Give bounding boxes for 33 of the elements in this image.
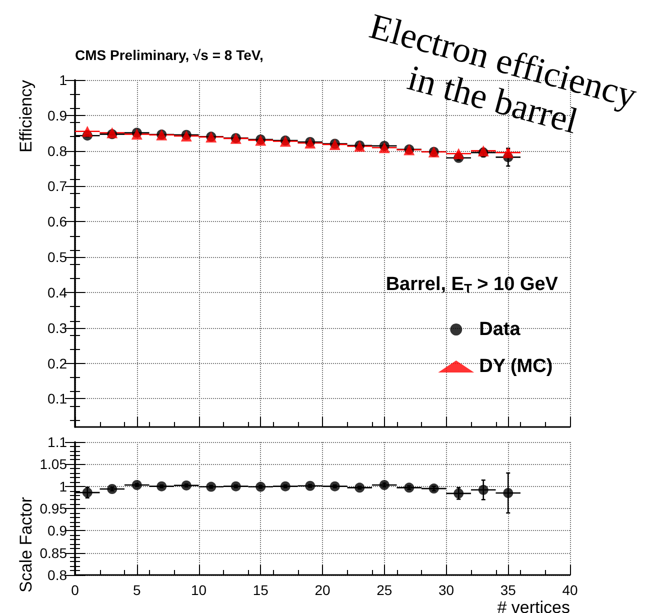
- y-tick-label: 1.05: [40, 456, 68, 472]
- chart-title: CMS Preliminary, √s = 8 TeV,: [75, 47, 264, 63]
- y-tick-label: 0.4: [48, 284, 68, 300]
- y-tick-label: 0.2: [48, 355, 68, 372]
- y-tick-label: 1: [59, 72, 68, 88]
- y-tick-label: 0.85: [40, 544, 68, 561]
- x-tick-label: 35: [500, 582, 516, 598]
- y-axis-title: Scale Factor: [16, 496, 36, 592]
- y-tick-label: 0.8: [48, 567, 68, 583]
- y-tick-label: 0.95: [40, 500, 68, 516]
- y-tick-label: 0.6: [48, 214, 68, 230]
- x-tick-label: 40: [562, 582, 578, 598]
- y-tick-label: 0.5: [48, 249, 68, 266]
- y-tick-label: 0.1: [48, 390, 68, 407]
- x-tick-label: 10: [190, 582, 207, 598]
- y-tick-label: 0.8: [48, 142, 68, 159]
- y-axis-title: Efficiency: [16, 80, 36, 152]
- y-tick-label: 0.3: [48, 320, 68, 336]
- y-tick-label: 0.7: [48, 178, 68, 194]
- y-tick-label: 0.9: [48, 522, 68, 539]
- x-tick-label: 0: [71, 582, 80, 598]
- annotation: Electron efficiency in the barrel: [366, 6, 641, 142]
- x-tick-label: 25: [376, 582, 392, 598]
- y-tick-label: 1: [59, 478, 68, 494]
- legend-label: DY (MC): [479, 356, 553, 377]
- x-axis-title: # vertices: [497, 598, 570, 613]
- y-tick-label: 1.1: [48, 434, 68, 450]
- x-tick-label: 20: [314, 582, 330, 598]
- x-tick-label: 30: [438, 582, 454, 598]
- x-tick-label: 15: [252, 582, 269, 598]
- legend-label: Data: [479, 319, 521, 340]
- x-tick-label: 5: [132, 582, 141, 598]
- y-tick-label: 0.9: [48, 107, 68, 124]
